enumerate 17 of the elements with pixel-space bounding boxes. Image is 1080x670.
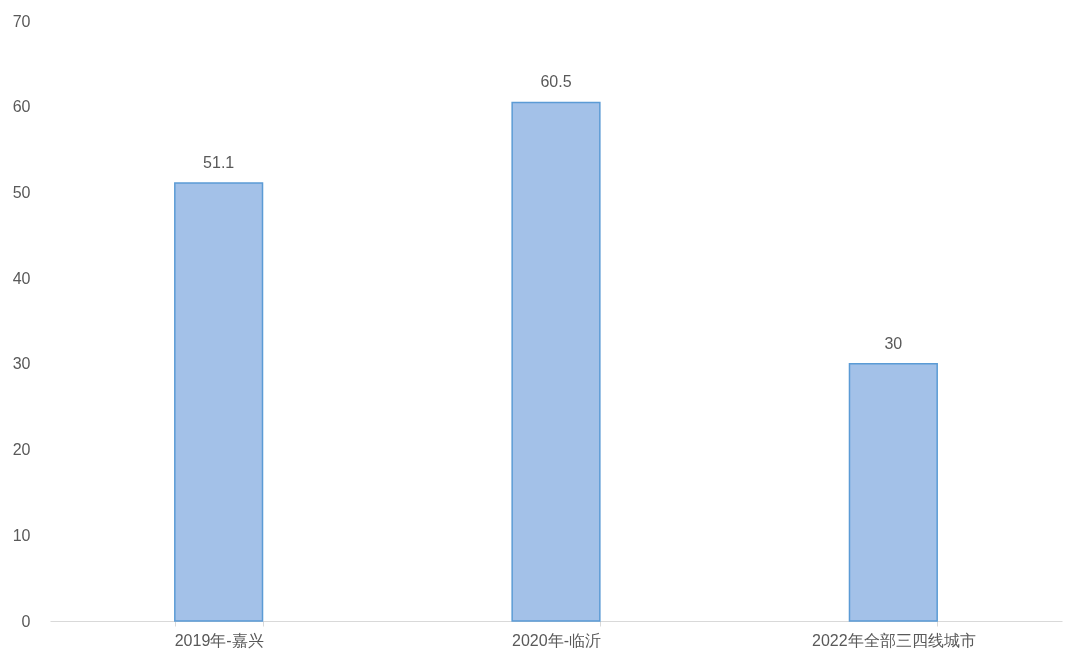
y-tick-label: 40 [12,269,31,287]
x-tick-label: 2019年-嘉兴 [174,631,264,649]
y-tick-label: 30 [12,355,31,373]
x-tick-label: 2022年全部三四线城市 [812,631,976,649]
y-tick-label: 50 [12,183,31,201]
bar [174,182,264,622]
data-label: 60.5 [540,73,572,91]
y-tick-label: 0 [21,612,31,630]
y-tick-label: 60 [12,98,31,116]
data-label: 51.1 [203,154,235,171]
data-label: 30 [884,334,903,352]
y-tick-label: 70 [12,12,31,30]
y-tick-label: 10 [12,526,31,544]
bar [848,363,938,622]
y-tick-label: 20 [12,441,31,459]
bar [511,101,601,622]
x-tick-label: 2020年-临沂 [512,631,601,649]
